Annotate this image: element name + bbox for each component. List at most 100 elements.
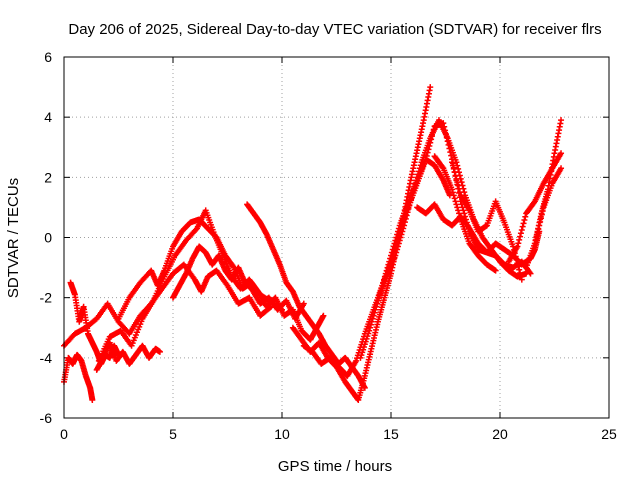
data-point <box>558 150 565 157</box>
data-point <box>452 172 459 179</box>
data-point <box>388 252 394 259</box>
data-point <box>456 189 463 196</box>
data-point <box>366 327 373 334</box>
data-point <box>450 192 457 199</box>
series-track-15 <box>449 159 525 283</box>
data-point <box>537 218 544 225</box>
data-point <box>461 210 468 217</box>
data-series <box>61 84 565 403</box>
series-track-18 <box>523 165 565 271</box>
data-point <box>536 222 543 229</box>
data-point <box>443 134 450 141</box>
data-point <box>531 199 538 206</box>
data-point <box>368 318 375 325</box>
data-point <box>230 263 237 270</box>
data-point <box>453 175 460 182</box>
data-point <box>374 297 381 304</box>
data-point <box>517 233 524 240</box>
data-point <box>558 165 565 172</box>
data-point <box>521 217 528 224</box>
x-axis-label: GPS time / hours <box>278 458 392 475</box>
data-point <box>376 291 383 298</box>
data-point <box>513 256 520 263</box>
data-point <box>387 255 394 262</box>
data-point <box>423 152 430 159</box>
y-tick-label: 2 <box>44 169 52 185</box>
data-point <box>427 139 434 146</box>
data-point <box>384 264 391 271</box>
y-tick-label: 0 <box>44 230 52 246</box>
data-point <box>425 146 432 153</box>
data-point <box>370 312 377 319</box>
data-point <box>382 270 389 277</box>
data-point <box>379 282 386 289</box>
data-point <box>89 396 96 403</box>
data-point <box>372 306 379 313</box>
x-tick-label: 0 <box>60 426 68 442</box>
data-point <box>459 204 466 211</box>
data-point <box>395 225 402 232</box>
data-point <box>451 169 458 176</box>
data-point <box>520 220 527 227</box>
data-point <box>449 162 456 169</box>
series-track-17 <box>531 117 565 247</box>
data-point <box>454 179 461 186</box>
data-point <box>383 267 390 274</box>
data-point <box>517 273 524 280</box>
data-point <box>522 213 529 220</box>
data-point <box>455 207 462 214</box>
series-track-1 <box>61 351 96 403</box>
x-tick-label: 5 <box>169 426 177 442</box>
y-tick-label: 4 <box>44 109 52 125</box>
y-tick-label: -6 <box>40 410 53 426</box>
data-point <box>367 321 374 328</box>
data-point <box>422 156 429 163</box>
data-point <box>389 246 396 253</box>
data-point <box>427 84 434 91</box>
data-point <box>452 198 459 205</box>
data-point <box>156 348 163 355</box>
data-point <box>429 129 436 136</box>
data-point <box>518 276 525 283</box>
y-tick-label: -2 <box>40 290 53 306</box>
data-point <box>381 276 388 283</box>
data-point <box>385 261 392 268</box>
data-point <box>538 211 545 218</box>
data-point <box>394 231 401 238</box>
data-point <box>534 229 541 236</box>
data-point <box>455 182 462 189</box>
data-point <box>526 269 533 276</box>
data-point <box>449 189 456 196</box>
series-track-8 <box>244 201 368 391</box>
data-point <box>517 230 524 237</box>
data-point <box>444 138 451 145</box>
data-point <box>453 201 460 208</box>
data-point <box>447 149 454 156</box>
data-point <box>367 324 374 331</box>
data-point <box>492 267 499 274</box>
data-point <box>428 133 435 140</box>
data-point <box>532 236 539 243</box>
data-point <box>448 152 455 159</box>
series-line <box>359 119 527 359</box>
data-point <box>428 136 435 143</box>
data-point <box>449 186 456 193</box>
data-point <box>514 243 521 250</box>
data-point <box>456 210 463 217</box>
data-point <box>519 223 526 230</box>
axis-ticks: 0 5 10 15 20 25 -6 -4 -2 0 2 4 6 <box>40 49 617 442</box>
data-point <box>442 131 449 138</box>
x-tick-label: 25 <box>601 426 617 442</box>
data-point <box>449 159 456 166</box>
data-point <box>460 207 467 214</box>
data-point <box>373 303 380 310</box>
data-point <box>430 126 437 133</box>
data-point <box>446 145 453 152</box>
data-point <box>371 309 378 316</box>
data-point <box>393 234 400 241</box>
data-point <box>424 149 431 156</box>
data-point <box>518 226 525 233</box>
data-point <box>456 213 463 220</box>
data-point <box>451 195 458 202</box>
